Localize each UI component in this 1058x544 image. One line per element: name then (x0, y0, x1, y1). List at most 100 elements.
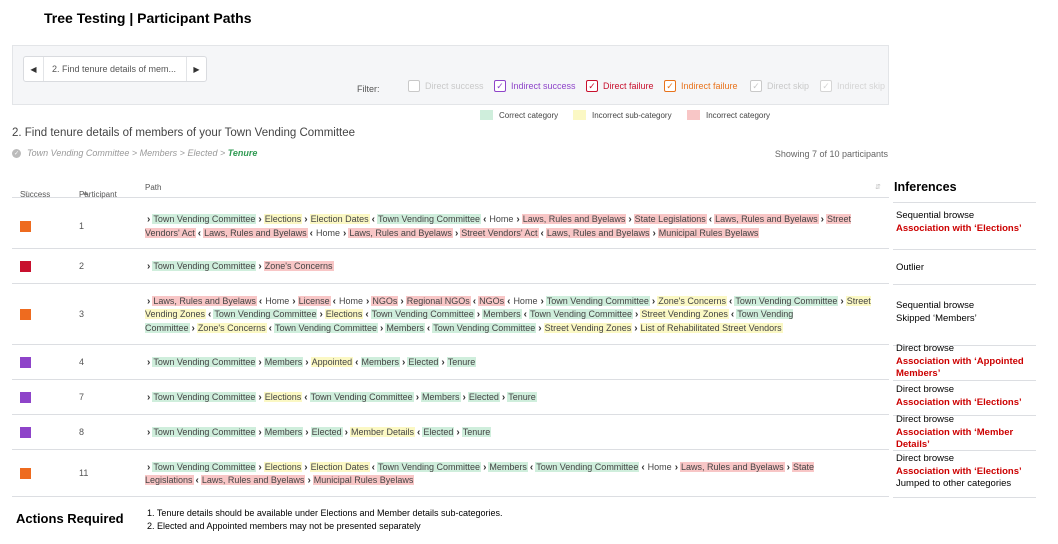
table-row[interactable]: 2 › Town Vending Committee › Zone's Concerns (12, 250, 889, 284)
filter-direct-failure[interactable]: ✓ Direct failure (586, 80, 654, 92)
checkbox-icon[interactable]: ✓ (494, 80, 506, 92)
filter-indirect-failure[interactable]: ✓ Indirect failure (664, 80, 738, 92)
path-separator-icon: › (258, 461, 262, 473)
path-step: Laws, Rules and Byelaws (200, 475, 306, 485)
path-step: NGOs (371, 295, 399, 306)
inferences-title: Inferences (894, 180, 957, 194)
path-step: Members (421, 392, 461, 403)
status-square (20, 357, 31, 368)
path-step: Town Vending Committee (370, 309, 475, 320)
chevron-right-icon[interactable]: ▶ (186, 57, 206, 81)
path-step: Elected (407, 357, 440, 368)
inference-item: Sequential browse Skipped ‘Members’ (896, 300, 1046, 325)
chevron-left-icon[interactable]: ◀ (24, 57, 44, 81)
path-separator-icon: › (191, 322, 195, 334)
participant-id: 11 (79, 468, 89, 478)
status-square (20, 309, 31, 320)
path-step: Town Vending Committee (734, 295, 839, 306)
path-separator-icon: ‹ (332, 295, 336, 307)
checkbox-icon[interactable]: ✓ (586, 80, 598, 92)
path-separator-icon: › (402, 357, 406, 369)
inference-line: Sequential browse (896, 300, 975, 311)
inference-divider (893, 415, 1036, 416)
inference-line: Sequential browse (896, 210, 975, 221)
path-step: Street Vending Zones (543, 322, 633, 333)
filter-label: Filter: (357, 84, 380, 94)
table-row[interactable]: 3 › Laws, Rules and Byelaws ‹ Home › License ‹ H… (12, 285, 889, 345)
checkbox-icon[interactable] (408, 80, 420, 92)
path-step: Town Vending Committee (152, 261, 257, 272)
path-separator-icon: ‹ (507, 295, 511, 307)
path-separator-icon: › (344, 427, 348, 439)
filter-indirect-skip[interactable]: ✓ Indirect skip (820, 80, 885, 92)
task-selector[interactable]: 2. Find tenure details of mem... (52, 64, 177, 74)
filter-direct-skip[interactable]: ✓ Direct skip (750, 80, 809, 92)
path-separator-icon: ‹ (268, 322, 272, 334)
path-separator-icon: ‹ (355, 357, 359, 369)
filter-direct-success[interactable]: Direct success (408, 80, 484, 92)
path-separator-icon: › (820, 214, 824, 225)
inference-item: Direct browse Association with ‘Member De… (896, 414, 1046, 452)
path-separator-icon: › (652, 227, 656, 239)
breadcrumb-item: Elected (187, 148, 218, 158)
legend-swatch (687, 110, 700, 120)
path-separator-icon: ‹ (417, 427, 421, 439)
path-step: Home (489, 214, 514, 224)
inference-divider (893, 450, 1036, 451)
filter-indirect-success[interactable]: ✓ Indirect success (494, 80, 576, 92)
path-separator-icon: › (292, 295, 296, 307)
sort-icon[interactable]: ⇵ (875, 184, 881, 191)
table-row[interactable]: 4 › Town Vending Committee › Members › Appoint… (12, 346, 889, 380)
path-step: Elections (263, 214, 303, 224)
table-row[interactable]: 11 › Town Vending Committee › Elections › Elec… (12, 451, 889, 497)
path-separator-icon: › (380, 322, 384, 334)
inference-divider (893, 202, 1036, 203)
participant-id: 2 (79, 261, 85, 271)
path-separator-icon: › (319, 309, 323, 321)
checkbox-icon[interactable]: ✓ (750, 80, 762, 92)
path-step: Regional NGOs (405, 295, 471, 306)
path-step: Municipal Rules Byelaws (312, 475, 415, 485)
participant-path: › Laws, Rules and Byelaws ‹ Home › License ‹ Ho… (145, 295, 875, 336)
status-square (20, 468, 31, 479)
inference-item: Outlier (896, 262, 1046, 275)
check-circle-icon: ✓ (12, 148, 21, 158)
participant-count: Showing 7 of 10 participants (774, 149, 888, 159)
checkbox-icon[interactable]: ✓ (664, 80, 676, 92)
participant-id: 1 (79, 220, 85, 231)
participant-path: › Town Vending Committee › Members › Appointe… (145, 356, 875, 370)
path-separator-icon: ‹ (483, 214, 487, 225)
path-step: Town Vending Committee (309, 392, 414, 403)
path-separator-icon: › (147, 392, 151, 404)
path-step: Elections (263, 392, 303, 403)
path-separator-icon: › (147, 427, 151, 439)
participant-path: › Town Vending Committee › Elections › Electi… (145, 213, 875, 240)
path-separator-icon: › (147, 214, 151, 225)
path-separator-icon: ‹ (472, 295, 477, 307)
path-separator-icon: › (456, 427, 460, 439)
path-step: Election Dates (309, 214, 370, 224)
filter-label-text: Indirect success (511, 81, 576, 91)
legend-item: Incorrect category (687, 110, 770, 120)
path-separator-icon: › (147, 461, 151, 473)
table-row[interactable]: 1 › Town Vending Committee › Elections › Elect… (12, 204, 889, 249)
path-separator-icon: ‹ (641, 461, 645, 473)
path-separator-icon: ‹ (708, 214, 713, 225)
path-step: Laws, Rules and Byelaws (348, 227, 453, 238)
path-separator-icon: ‹ (540, 227, 544, 239)
legend-item: Incorrect sub-category (573, 110, 672, 120)
table-row[interactable]: 8 › Town Vending Committee › Members › Elected… (12, 416, 889, 450)
header-path[interactable]: Path (145, 183, 162, 192)
path-separator-icon: › (476, 309, 481, 321)
table-row[interactable]: 7 › Town Vending Committee › Elections ‹ Town … (12, 381, 889, 415)
path-step: Town Vending Committee (545, 295, 650, 306)
path-separator-icon: › (147, 357, 151, 369)
inference-line: Association with ‘Elections’ (896, 222, 1022, 234)
path-separator-icon: › (258, 261, 262, 273)
path-step: Elected (467, 392, 500, 403)
path-separator-icon: › (366, 295, 370, 307)
checkbox-icon[interactable]: ✓ (820, 80, 832, 92)
path-separator-icon: ‹ (195, 475, 199, 486)
path-step: Zone's Concerns (263, 261, 334, 272)
path-separator-icon: › (304, 214, 308, 225)
